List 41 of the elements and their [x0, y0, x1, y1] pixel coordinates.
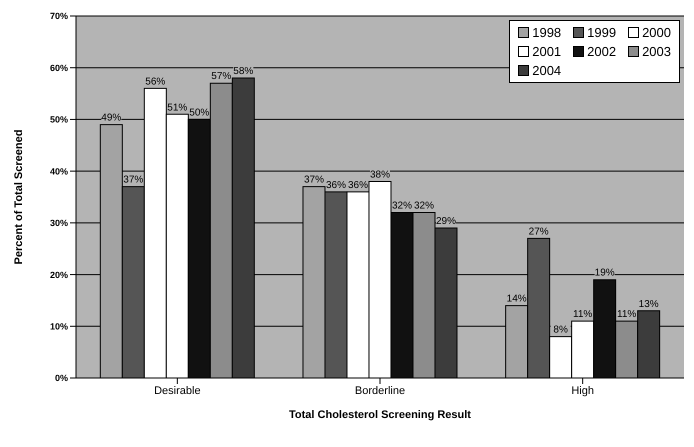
y-tick-label: 0% [54, 373, 68, 384]
data-label: 8% [553, 324, 568, 336]
y-tick-label: 60% [50, 62, 68, 73]
legend-label: 2001 [532, 44, 562, 59]
data-label: 36% [348, 180, 368, 191]
data-label: 57% [211, 71, 232, 82]
data-label: 11% [617, 309, 636, 320]
data-label: 58% [233, 66, 254, 78]
x-tick-label: High [571, 384, 594, 397]
data-label: 49% [101, 112, 122, 124]
y-tick-label: 30% [50, 218, 68, 228]
data-label: 36% [326, 180, 346, 191]
data-label: 19% [594, 268, 615, 279]
y-tick-label: 70% [50, 11, 68, 22]
data-label: 37% [304, 174, 324, 186]
x-tick-label: Desirable [154, 384, 201, 397]
y-axis-title: Percent of Total Screened [12, 130, 25, 264]
legend-label: 2000 [642, 25, 671, 40]
legend-label: 2002 [587, 44, 616, 59]
data-label: 50% [189, 107, 210, 118]
data-label: 29% [436, 216, 456, 228]
data-label: 11% [573, 309, 592, 320]
legend-label: 1998 [532, 25, 562, 40]
data-label: 32% [392, 200, 412, 212]
y-tick-label: 40% [50, 166, 68, 176]
legend-label: 1999 [587, 25, 616, 40]
x-tick-label: Borderline [354, 384, 406, 397]
x-axis-title: Total Cholesterol Screening Result [289, 409, 472, 421]
data-label: 37% [123, 174, 144, 186]
data-label: 13% [638, 298, 659, 310]
data-label: 32% [414, 200, 434, 212]
data-label: 38% [370, 169, 390, 180]
data-label: 51% [167, 102, 188, 114]
data-label: 27% [528, 226, 549, 238]
y-tick-label: 10% [50, 321, 68, 332]
legend-label: 2003 [642, 44, 671, 59]
y-tick-label: 50% [50, 114, 68, 125]
data-label: 56% [145, 76, 166, 88]
y-tick-label: 20% [50, 270, 68, 280]
legend-label: 2004 [532, 63, 562, 78]
data-label: 14% [506, 294, 527, 305]
